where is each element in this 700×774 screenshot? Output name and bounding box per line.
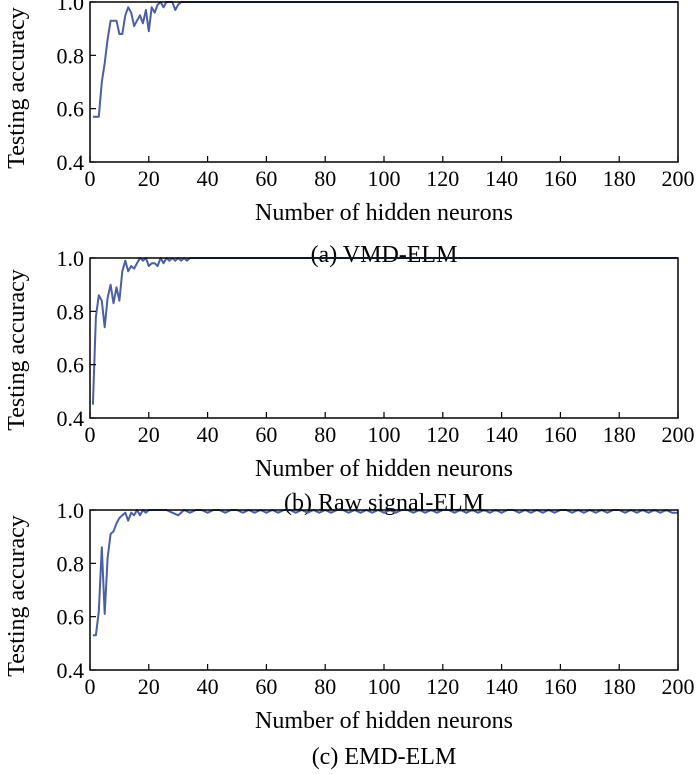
- panel-c-plot-frame: [89, 509, 679, 671]
- panel-b: 0 20 40 60 80 100 120 140 160 180 2000.40.60.81.0 …: [4, 246, 695, 516]
- panel-b-y-tick-label: 1.0: [57, 246, 85, 271]
- panel-c: 0 20 40 60 80 100 120 140 160 180 2000.40.60.81.0 …: [4, 498, 695, 770]
- panel-a-plot-frame: [89, 1, 679, 163]
- panel-c-x-tick-label: 140: [485, 674, 518, 699]
- panel-a-x-tick-label: 40: [197, 166, 219, 191]
- panel-a-y-tick-label: 1.0: [57, 0, 85, 15]
- panel-a-y-tick-label: 0.6: [57, 97, 85, 122]
- panel-a-x-axis-label: Number of hidden neurons: [255, 200, 513, 226]
- panel-b-x-tick-label: 140: [485, 422, 518, 447]
- panel-c-caption: (c) EMD-ELM: [312, 744, 457, 770]
- panel-b-y-tick-label: 0.4: [57, 406, 85, 431]
- panel-a-y-axis-label: Testing accuracy: [4, 7, 30, 169]
- panel-c-y-tick-label: 1.0: [57, 498, 85, 523]
- panel-c-axis-ticks: 0 20 40 60 80 100 120 140 160 180 200 0.4 0.6 0.8 1.0: [57, 498, 695, 699]
- panel-b-x-tick-label: 120: [426, 422, 459, 447]
- panel-a-series-line-0: [92, 1, 678, 118]
- panel-c-x-tick-label: 160: [544, 674, 577, 699]
- panel-c-x-tick-label: 60: [255, 674, 277, 699]
- panel-a-x-tick-label: 100: [368, 166, 401, 191]
- panel-b-y-tick-label: 0.6: [57, 353, 85, 378]
- panel-a-x-tick-label: 80: [314, 166, 336, 191]
- panel-b-x-tick-label: 20: [138, 422, 160, 447]
- panel-c-series-line-0: [92, 509, 678, 637]
- panel-a-y-tick-label: 0.8: [57, 43, 85, 68]
- panel-c-marks: [92, 509, 678, 637]
- panel-c-x-axis-label: Number of hidden neurons: [255, 708, 513, 734]
- panel-b-x-tick-label: 200: [662, 422, 695, 447]
- panel-b-x-tick-label: 40: [197, 422, 219, 447]
- panel-b-y-tick-label: 0.8: [57, 299, 85, 324]
- panel-a-x-tick-label: 0: [85, 166, 96, 191]
- panel-a-x-tick-label: 60: [255, 166, 277, 191]
- panel-c-x-tick-label: 40: [197, 674, 219, 699]
- panel-c-x-tick-label: 20: [138, 674, 160, 699]
- panel-c-x-tick-label: 80: [314, 674, 336, 699]
- panel-a-marks: [92, 1, 678, 118]
- panel-a: 0 20 40 60 80 100 120 140 160 180 2000.40.60.81.0 …: [4, 0, 695, 268]
- panel-c-x-tick-label: 180: [603, 674, 636, 699]
- panel-b-x-tick-label: 60: [255, 422, 277, 447]
- panel-c-x-tick-label: 100: [368, 674, 401, 699]
- panel-c-y-tick-label: 0.6: [57, 605, 85, 630]
- panel-b-series-line-0: [91, 257, 678, 405]
- panel-a-caption: (a) VMD-ELM: [311, 242, 458, 268]
- panel-c-y-tick-label: 0.4: [57, 658, 85, 683]
- panel-b-x-tick-label: 180: [603, 422, 636, 447]
- panel-a-x-tick-label: 180: [603, 166, 636, 191]
- panel-c-y-axis-label: Testing accuracy: [4, 515, 30, 677]
- panel-b-plot-frame: [89, 257, 679, 419]
- panel-c-x-tick-label: 120: [426, 674, 459, 699]
- panel-a-x-tick-label: 160: [544, 166, 577, 191]
- panel-b-x-tick-label: 160: [544, 422, 577, 447]
- panel-b-x-tick-label: 100: [368, 422, 401, 447]
- panel-b-x-tick-label: 0: [85, 422, 96, 447]
- panel-a-x-tick-label: 200: [662, 166, 695, 191]
- panel-a-x-tick-label: 120: [426, 166, 459, 191]
- panel-b-x-axis-label: Number of hidden neurons: [255, 456, 513, 482]
- panel-b-y-axis-label: Testing accuracy: [4, 269, 30, 431]
- panel-a-x-tick-label: 20: [138, 166, 160, 191]
- panel-c-y-tick-label: 0.8: [57, 551, 85, 576]
- panel-a-axis-ticks: 0 20 40 60 80 100 120 140 160 180 200 0.4 0.6 0.8 1.0: [57, 0, 695, 191]
- panel-b-axis-ticks: 0 20 40 60 80 100 120 140 160 180 200 0.4 0.6 0.8 1.0: [57, 246, 695, 447]
- panel-a-y-tick-label: 0.4: [57, 150, 85, 175]
- panel-a-x-tick-label: 140: [485, 166, 518, 191]
- panel-c-x-tick-label: 200: [662, 674, 695, 699]
- panel-c-x-tick-label: 0: [85, 674, 96, 699]
- panel-b-x-tick-label: 80: [314, 422, 336, 447]
- panel-b-marks: [91, 257, 678, 405]
